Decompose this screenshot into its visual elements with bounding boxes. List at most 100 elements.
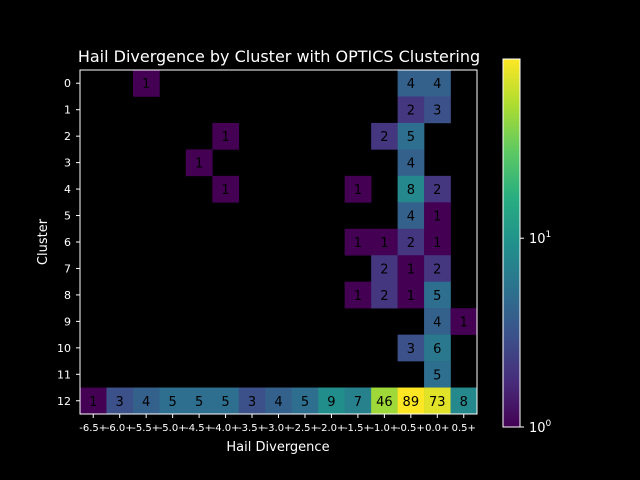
cell-value-label: 2: [380, 262, 388, 277]
cell-value-label: 4: [433, 315, 441, 330]
colorbar-tick-label: 101: [529, 230, 551, 247]
heatmap-cell: [318, 387, 345, 415]
heatmap-cell: [80, 387, 107, 415]
y-tick-label: 6: [64, 236, 71, 249]
cell-value-label: 6: [433, 342, 441, 357]
heatmap-cell: [424, 175, 451, 203]
x-tick-label: -2.5+: [291, 423, 319, 434]
cell-value-label: 1: [407, 289, 415, 304]
cell-value-label: 4: [142, 395, 150, 410]
y-tick-label: 11: [57, 368, 71, 381]
cell-value-label: 5: [221, 395, 229, 410]
cell-value-label: 2: [407, 236, 415, 251]
heatmap-cell: [424, 334, 451, 362]
cell-value-label: 4: [407, 157, 415, 172]
heatmap-cell: [397, 281, 425, 309]
colorbar: [502, 58, 521, 428]
cell-value-label: 2: [433, 262, 441, 277]
cell-value-label: 9: [327, 395, 335, 410]
heatmap-cell: [397, 96, 425, 124]
heatmap-cell: [424, 281, 451, 309]
x-axis: -6.5+-6.0+-5.5+-5.0+-4.5+-4.0+-3.5+-3.0+…: [79, 414, 476, 434]
heatmap-cells: 1 4 4 2 3 1 2 5 1 4 1 1 8 2 4 1 1 1 2 1 2 1 2 1 2 1 5 4 1 3 6 5 1 3 4 5 5 5 3 4…: [80, 70, 478, 415]
cell-value-label: 3: [407, 342, 415, 357]
colorbar-ticks: 100 101: [520, 230, 552, 436]
y-tick-label: 10: [57, 342, 71, 355]
cell-value-label: 3: [433, 104, 441, 119]
cell-value-label: 73: [429, 395, 446, 410]
heatmap-cell: [424, 387, 451, 415]
heatmap-cell: [424, 361, 451, 388]
x-tick-label: 0.5+: [452, 423, 476, 434]
heatmap-cell: [159, 387, 187, 415]
cell-value-label: 1: [354, 236, 362, 251]
y-tick-label: 5: [64, 210, 71, 223]
cell-value-label: 5: [301, 395, 309, 410]
x-tick-label: -5.5+: [132, 423, 160, 434]
x-tick-label: 0.0+: [425, 423, 449, 434]
heatmap-cell: [344, 387, 372, 415]
cell-value-label: 1: [142, 77, 150, 92]
cell-value-label: 8: [460, 395, 468, 410]
cell-value-label: 1: [433, 236, 441, 251]
y-tick-label: 2: [64, 130, 71, 143]
heatmap-cell: [344, 228, 372, 256]
heatmap-cell: [450, 308, 478, 335]
cell-value-label: 3: [248, 395, 256, 410]
y-tick-label: 8: [64, 289, 71, 302]
heatmap-cell: [291, 387, 319, 415]
x-tick-label: -1.5+: [344, 423, 372, 434]
y-axis-label: Cluster: [36, 218, 51, 265]
cell-value-label: 2: [380, 289, 388, 304]
cell-value-label: 46: [376, 395, 393, 410]
cell-value-label: 5: [168, 395, 176, 410]
heatmap-cell: [397, 202, 425, 230]
heatmap-cell: [132, 70, 160, 97]
heatmap-cell: [450, 387, 478, 415]
heatmap-cell: [397, 334, 425, 362]
x-tick-label: -6.5+: [79, 423, 107, 434]
cell-value-label: 4: [274, 395, 282, 410]
cell-value-label: 1: [89, 395, 97, 410]
heatmap-cell: [371, 281, 398, 309]
heatmap-cell: [424, 70, 451, 97]
heatmap-cell: [344, 281, 372, 309]
cell-value-label: 1: [354, 289, 362, 304]
heatmap-cell: [397, 175, 425, 203]
x-tick-label: -3.5+: [238, 423, 266, 434]
heatmap-cell: [371, 228, 398, 256]
cell-value-label: 1: [460, 315, 468, 330]
y-tick-label: 1: [64, 104, 71, 117]
colorbar-tick-label: 100: [529, 419, 552, 436]
heatmap-cell: [397, 255, 425, 282]
heatmap-cell: [212, 175, 240, 203]
x-tick-label: -0.5+: [397, 423, 425, 434]
y-tick-label: 7: [64, 262, 71, 275]
x-axis-label: Hail Divergence: [226, 440, 329, 455]
cell-value-label: 1: [195, 157, 203, 172]
heatmap-cell: [106, 387, 134, 415]
x-tick-label: -4.0+: [212, 423, 240, 434]
heatmap-cell: [265, 387, 293, 415]
cell-value-label: 7: [354, 395, 362, 410]
heatmap-cell: [397, 387, 425, 415]
cell-value-label: 2: [380, 130, 388, 145]
heatmap-cell: [371, 387, 398, 415]
heatmap-cell: [132, 387, 160, 415]
cell-value-label: 5: [195, 395, 203, 410]
cell-value-label: 1: [407, 262, 415, 277]
x-tick-label: -5.0+: [159, 423, 187, 434]
cell-value-label: 3: [116, 395, 124, 410]
cell-value-label: 8: [407, 183, 415, 198]
x-tick-label: -6.0+: [106, 423, 134, 434]
cell-value-label: 1: [221, 130, 229, 145]
heatmap-cell: [344, 175, 372, 203]
cell-value-label: 4: [407, 77, 415, 92]
heatmap-cell: [371, 122, 398, 150]
heatmap-cell: [397, 70, 425, 97]
cell-value-label: 1: [354, 183, 362, 198]
cell-value-label: 1: [433, 210, 441, 225]
y-tick-label: 9: [64, 315, 71, 328]
cell-value-label: 2: [433, 183, 441, 198]
